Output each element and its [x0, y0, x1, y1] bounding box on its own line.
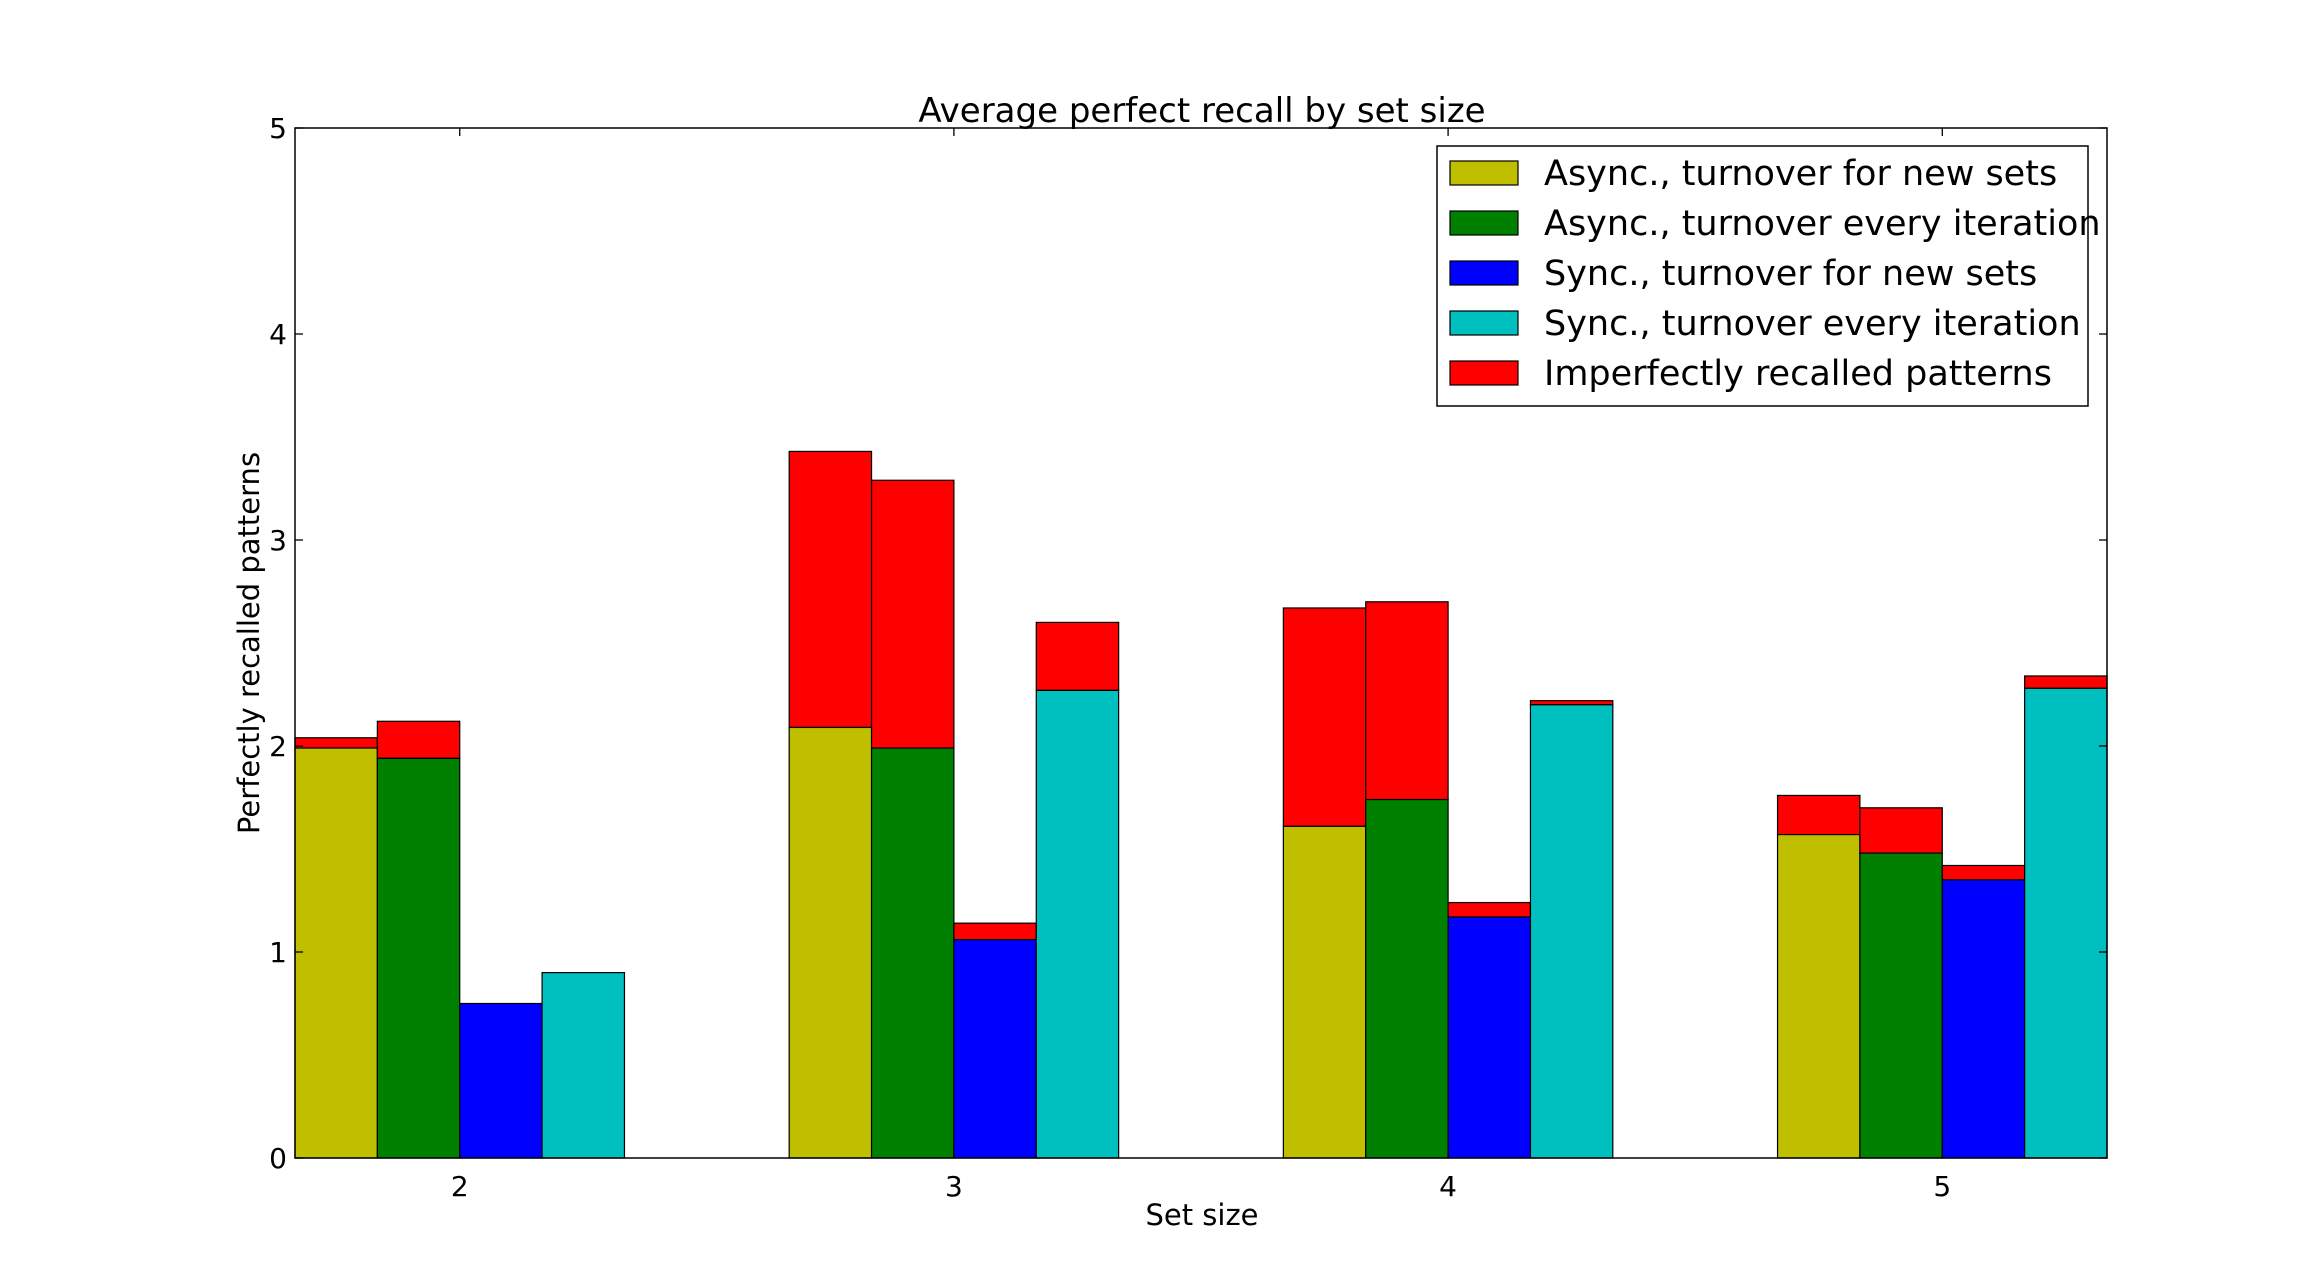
bar-imperfect-4-series-1	[1282, 607, 1367, 827]
x-tick-label: 2	[451, 1170, 469, 1203]
legend-box	[1436, 145, 2089, 407]
bar-imperfect-5-series-2	[1859, 807, 1943, 854]
y-axis-title: Perfectly recalled patterns	[232, 452, 266, 834]
bar-2-series-4	[541, 971, 626, 1159]
legend-swatch	[1449, 360, 1519, 386]
y-tick-label: 4	[269, 318, 287, 351]
bar-5-series-3	[1941, 879, 2026, 1159]
bar-imperfect-3-series-4	[1035, 621, 1120, 691]
bar-imperfect-3-series-3	[953, 922, 1037, 941]
legend-swatch	[1449, 310, 1519, 336]
y-tick-label: 3	[269, 524, 287, 557]
x-tick-label: 5	[1933, 1170, 1951, 1203]
y-tick-label: 0	[269, 1142, 287, 1175]
bar-4-series-1	[1282, 825, 1367, 1159]
bar-3-series-1	[788, 726, 873, 1159]
legend-label: Async., turnover every iteration	[1544, 204, 2101, 244]
bar-imperfect-4-series-3	[1447, 901, 1532, 918]
bar-imperfect-3-series-2	[870, 479, 955, 749]
bar-4-series-2	[1365, 798, 1449, 1159]
legend-swatch	[1449, 160, 1519, 186]
legend-swatch	[1449, 260, 1519, 286]
legend-label: Imperfectly recalled patterns	[1544, 354, 2052, 394]
bar-2-series-1	[294, 747, 378, 1159]
bar-imperfect-5-series-3	[1941, 864, 2026, 881]
bar-4-series-3	[1447, 916, 1532, 1159]
bar-5-series-1	[1776, 833, 1861, 1159]
legend-label: Sync., turnover every iteration	[1544, 304, 2081, 344]
bar-imperfect-4-series-2	[1365, 601, 1449, 801]
legend-label: Sync., turnover for new sets	[1544, 254, 2037, 294]
x-tick-label: 4	[1439, 1170, 1457, 1203]
axis-ticks: 0 1 2 3 4 5 2 3 4 5	[269, 112, 2107, 1203]
bar-5-series-2	[1859, 852, 1943, 1159]
bar-imperfect-5-series-4	[2024, 675, 2108, 689]
bar-2-series-3	[459, 1002, 543, 1159]
bar-imperfect-2-series-2	[376, 720, 461, 759]
chart-title: Average perfect recall by set size	[918, 91, 1485, 131]
bar-imperfect-5-series-1	[1776, 794, 1861, 836]
bar-imperfect-3-series-1	[788, 450, 873, 729]
y-tick-label: 2	[269, 730, 287, 763]
bar-3-series-3	[953, 939, 1037, 1159]
plot-frame	[294, 127, 2108, 1159]
bar-5-series-4	[2024, 687, 2108, 1159]
legend: Async., turnover for new sets Async., tur…	[1436, 145, 2101, 407]
bars-group	[294, 450, 2108, 1159]
bar-3-series-2	[870, 747, 955, 1159]
bar-imperfect-4-series-4	[1529, 700, 1614, 706]
bar-4-series-4	[1529, 704, 1614, 1159]
legend-label: Async., turnover for new sets	[1544, 154, 2057, 194]
x-tick-label: 3	[945, 1170, 963, 1203]
legend-swatch	[1449, 210, 1519, 236]
bar-3-series-4	[1035, 689, 1120, 1159]
bar-imperfect-2-series-1	[294, 737, 378, 749]
x-axis-title: Set size	[1145, 1198, 1258, 1232]
y-tick-label: 1	[269, 936, 287, 969]
bar-2-series-2	[376, 757, 461, 1159]
y-tick-label: 5	[269, 112, 287, 145]
